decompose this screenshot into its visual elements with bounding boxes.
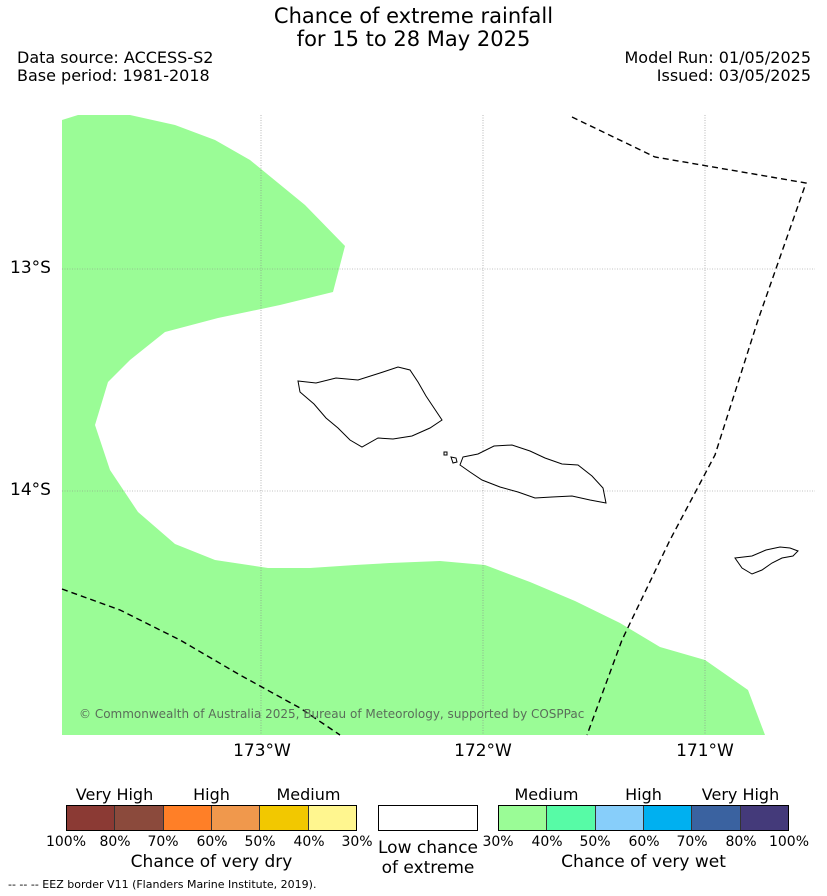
lat-label-13s: 13°S bbox=[10, 258, 51, 278]
dry-swatch-40-30 bbox=[308, 806, 356, 830]
lon-label-172w: 172°W bbox=[454, 741, 512, 761]
dry-swatch-50-40 bbox=[260, 806, 309, 830]
dry-category-very-high: Very High bbox=[75, 785, 154, 804]
lon-label-171w: 171°W bbox=[676, 741, 734, 761]
wet-tick: 30% bbox=[482, 834, 514, 850]
graticule bbox=[62, 115, 815, 735]
low-chance-swatch bbox=[378, 805, 478, 831]
eez-source-note: -- -- -- EEZ border V11 (Flanders Marine… bbox=[8, 878, 317, 891]
dry-colorbar-label: Chance of very dry bbox=[130, 852, 293, 872]
issued-date: Issued: 03/05/2025 bbox=[656, 66, 811, 85]
dry-tick: 100% bbox=[45, 834, 87, 850]
low-chance-label-line2: of extreme bbox=[381, 858, 475, 878]
wet-medium-region bbox=[62, 115, 765, 735]
lon-label-173w: 173°W bbox=[233, 741, 291, 761]
copyright-notice: © Commonwealth of Australia 2025, Bureau… bbox=[79, 707, 585, 721]
dry-tick: 80% bbox=[99, 834, 131, 850]
wet-swatch-70-80 bbox=[692, 806, 741, 830]
tutuila-island bbox=[734, 546, 799, 575]
wet-tick: 60% bbox=[628, 834, 660, 850]
wet-colorbar bbox=[498, 805, 789, 831]
upolu-island bbox=[459, 444, 607, 504]
dry-colorbar bbox=[66, 805, 357, 831]
model-run: Model Run: 01/05/2025 bbox=[624, 48, 812, 67]
base-period: Base period: 1981-2018 bbox=[17, 66, 210, 85]
wet-colorbar-label: Chance of very wet bbox=[561, 852, 726, 872]
wet-swatch-80-100 bbox=[740, 806, 788, 830]
wet-tick: 100% bbox=[768, 834, 810, 850]
dry-swatch-80-70 bbox=[115, 806, 164, 830]
wet-category-high: High bbox=[625, 785, 662, 804]
wet-tick: 80% bbox=[725, 834, 757, 850]
wet-tick: 50% bbox=[579, 834, 611, 850]
dry-category-medium: Medium bbox=[276, 785, 341, 804]
dry-tick: 70% bbox=[147, 834, 179, 850]
apolima-islet bbox=[443, 451, 448, 456]
wet-swatch-60-70 bbox=[643, 806, 693, 830]
savaii-island bbox=[297, 366, 443, 448]
map-title-line2: for 15 to 28 May 2025 bbox=[296, 27, 531, 51]
wet-tick: 70% bbox=[676, 834, 708, 850]
wet-swatch-50-60 bbox=[595, 806, 644, 830]
data-source: Data source: ACCESS-S2 bbox=[17, 48, 214, 67]
lat-label-14s: 14°S bbox=[10, 480, 51, 500]
wet-tick: 40% bbox=[531, 834, 563, 850]
dry-swatch-60-50 bbox=[211, 806, 261, 830]
low-chance-label-line1: Low chance bbox=[378, 838, 478, 858]
wet-swatch-30-40 bbox=[499, 806, 548, 830]
dry-swatch-100-80 bbox=[67, 806, 116, 830]
wet-category-medium: Medium bbox=[514, 785, 579, 804]
wet-category-very-high: Very High bbox=[701, 785, 780, 804]
wet-swatch-40-50 bbox=[547, 806, 596, 830]
dry-swatch-70-60 bbox=[163, 806, 212, 830]
manono-islet bbox=[450, 456, 458, 464]
eez-border bbox=[61, 116, 807, 736]
dry-tick: 60% bbox=[196, 834, 228, 850]
dry-tick: 30% bbox=[341, 834, 373, 850]
dry-category-high: High bbox=[193, 785, 230, 804]
dry-tick: 40% bbox=[293, 834, 325, 850]
map-title-line1: Chance of extreme rainfall bbox=[273, 4, 554, 28]
dry-tick: 50% bbox=[244, 834, 276, 850]
